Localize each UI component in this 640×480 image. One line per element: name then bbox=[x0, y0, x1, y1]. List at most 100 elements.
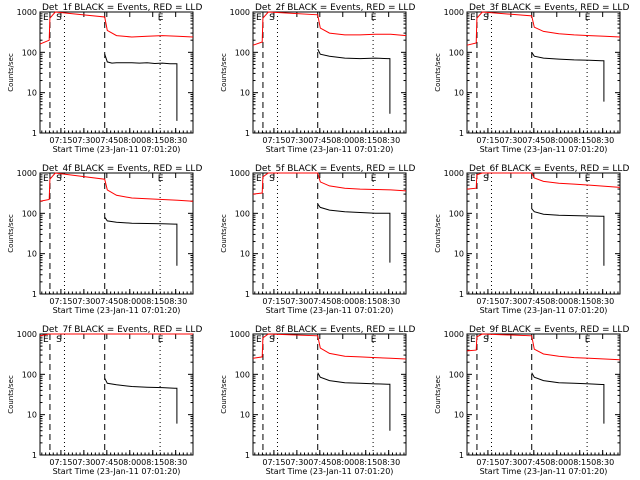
marker-label-e: E bbox=[470, 174, 476, 184]
marker-label-e: E bbox=[256, 13, 262, 23]
y-axis-label: Counts/sec bbox=[7, 53, 15, 92]
marker-label-e: E bbox=[43, 13, 49, 23]
x-axis-label: Start Time (23-Jan-11 07:01:20) bbox=[266, 306, 394, 315]
x-tick-label: 08:30 bbox=[164, 458, 187, 467]
x-tick-label: 07:30 bbox=[499, 297, 522, 306]
y-axis-label: Counts/sec bbox=[220, 375, 228, 414]
series-line-lld bbox=[252, 333, 407, 360]
x-tick-label: 07:30 bbox=[72, 136, 95, 145]
x-tick-label: 07:45 bbox=[522, 458, 545, 467]
y-tick-label: 100 bbox=[235, 48, 250, 57]
y-axis-label: Counts/sec bbox=[434, 53, 442, 92]
x-tick-label: 07:15 bbox=[49, 458, 72, 467]
x-axis-label: Start Time (23-Jan-11 07:01:20) bbox=[480, 145, 608, 154]
y-tick-label: 1 bbox=[245, 290, 250, 299]
series-line-events bbox=[104, 377, 178, 424]
x-tick-label: 07:45 bbox=[308, 136, 331, 145]
x-tick-label: 07:15 bbox=[262, 458, 285, 467]
x-tick-label: 08:00 bbox=[545, 458, 568, 467]
panel-title: Det_5f BLACK = Events, RED = LLD bbox=[255, 164, 415, 174]
x-tick-label: 07:15 bbox=[476, 136, 499, 145]
x-tick-label: 08:00 bbox=[331, 297, 354, 306]
x-tick-label: 07:30 bbox=[72, 458, 95, 467]
marker-label-e: E bbox=[585, 13, 591, 23]
x-tick-label: 07:30 bbox=[285, 136, 308, 145]
y-tick-label: 1000 bbox=[17, 330, 37, 339]
y-tick-label: 10 bbox=[454, 250, 464, 259]
marker-label-e: E bbox=[256, 335, 262, 345]
series-line-lld bbox=[39, 172, 194, 202]
panel-title: Det_8f BLACK = Events, RED = LLD bbox=[255, 325, 415, 335]
x-tick-label: 08:15 bbox=[354, 136, 377, 145]
x-tick-label: 08:30 bbox=[591, 297, 614, 306]
x-tick-label: 07:30 bbox=[499, 136, 522, 145]
panel-title: Det_4f BLACK = Events, RED = LLD bbox=[42, 164, 202, 174]
marker-label-s: S bbox=[483, 174, 489, 184]
marker-label-e: E bbox=[158, 13, 164, 23]
y-tick-label: 100 bbox=[235, 209, 250, 218]
y-tick-label: 100 bbox=[22, 48, 37, 57]
x-tick-label: 08:15 bbox=[354, 297, 377, 306]
y-tick-label: 1000 bbox=[444, 169, 464, 178]
x-tick-label: 08:15 bbox=[354, 458, 377, 467]
plot-frame bbox=[252, 333, 407, 456]
marker-label-s: S bbox=[56, 174, 62, 184]
y-tick-label: 1000 bbox=[230, 330, 250, 339]
marker-label-e: E bbox=[371, 174, 377, 184]
y-tick-label: 100 bbox=[235, 370, 250, 379]
y-tick-label: 10 bbox=[27, 250, 37, 259]
x-axis-label: Start Time (23-Jan-11 07:01:20) bbox=[266, 145, 394, 154]
x-tick-label: 08:30 bbox=[377, 136, 400, 145]
x-tick-label: 07:15 bbox=[49, 136, 72, 145]
marker-label-e: E bbox=[371, 13, 377, 23]
y-axis-label: Counts/sec bbox=[7, 214, 15, 253]
x-tick-label: 08:00 bbox=[118, 458, 141, 467]
series-line-lld bbox=[466, 333, 621, 361]
x-tick-label: 08:15 bbox=[568, 458, 591, 467]
detector-panel-8: Det_8f BLACK = Events, RED = LLD Counts/s… bbox=[220, 325, 415, 476]
x-tick-label: 07:45 bbox=[95, 458, 118, 467]
x-tick-label: 08:15 bbox=[568, 136, 591, 145]
y-tick-label: 1 bbox=[32, 451, 37, 460]
series-line-events bbox=[531, 52, 605, 102]
series-line-lld bbox=[252, 11, 407, 46]
series-line-events bbox=[317, 372, 391, 431]
y-tick-label: 1000 bbox=[17, 169, 37, 178]
y-axis-label: Counts/sec bbox=[220, 53, 228, 92]
series-line-events bbox=[104, 216, 178, 266]
y-tick-label: 10 bbox=[27, 411, 37, 420]
panel-title: Det_3f BLACK = Events, RED = LLD bbox=[469, 3, 629, 13]
y-tick-label: 1 bbox=[459, 451, 464, 460]
marker-label-e: E bbox=[470, 335, 476, 345]
x-tick-label: 07:30 bbox=[285, 297, 308, 306]
x-tick-label: 08:00 bbox=[545, 136, 568, 145]
detector-panel-6: Det_6f BLACK = Events, RED = LLD Counts/s… bbox=[434, 164, 629, 315]
detector-panel-4: Det_4f BLACK = Events, RED = LLD Counts/s… bbox=[7, 164, 202, 315]
x-tick-label: 08:30 bbox=[377, 458, 400, 467]
y-tick-label: 1000 bbox=[444, 330, 464, 339]
y-tick-label: 1 bbox=[32, 129, 37, 138]
detector-panel-2: Det_2f BLACK = Events, RED = LLD Counts/s… bbox=[220, 3, 415, 154]
x-tick-label: 08:00 bbox=[545, 297, 568, 306]
marker-label-s: S bbox=[269, 174, 275, 184]
y-tick-label: 100 bbox=[449, 370, 464, 379]
marker-label-e: E bbox=[585, 174, 591, 184]
plot-frame bbox=[466, 172, 621, 295]
marker-label-e: E bbox=[43, 174, 49, 184]
y-tick-label: 1000 bbox=[230, 169, 250, 178]
x-tick-label: 08:15 bbox=[141, 136, 164, 145]
marker-label-e: E bbox=[585, 335, 591, 345]
marker-label-s: S bbox=[483, 335, 489, 345]
x-tick-label: 07:45 bbox=[308, 297, 331, 306]
y-tick-label: 100 bbox=[22, 370, 37, 379]
y-tick-label: 10 bbox=[454, 411, 464, 420]
x-tick-label: 07:30 bbox=[72, 297, 95, 306]
series-line-events bbox=[317, 48, 391, 114]
x-axis-label: Start Time (23-Jan-11 07:01:20) bbox=[53, 306, 181, 315]
plot-frame bbox=[466, 11, 621, 134]
series-line-lld bbox=[466, 172, 621, 190]
series-line-events bbox=[531, 208, 605, 266]
plot-frame bbox=[466, 333, 621, 456]
x-tick-label: 08:00 bbox=[331, 458, 354, 467]
